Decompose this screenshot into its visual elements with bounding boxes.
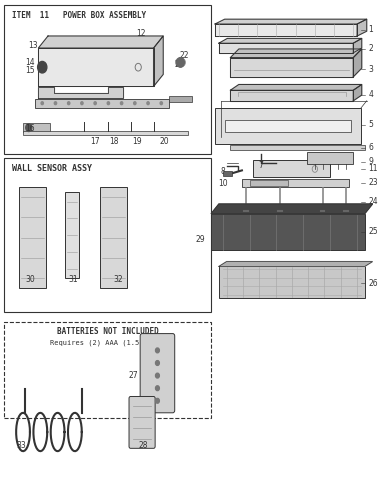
Text: 30: 30 bbox=[25, 275, 35, 284]
Text: 8: 8 bbox=[220, 167, 225, 176]
Bar bbox=[307, 152, 353, 164]
Text: 12: 12 bbox=[136, 29, 146, 38]
Polygon shape bbox=[215, 19, 367, 24]
Bar bbox=[253, 160, 330, 177]
Bar bbox=[242, 179, 349, 187]
Text: 15: 15 bbox=[25, 66, 35, 75]
Text: 31: 31 bbox=[68, 275, 78, 284]
Text: 10: 10 bbox=[218, 179, 228, 188]
Text: 1: 1 bbox=[369, 25, 373, 35]
Polygon shape bbox=[357, 19, 367, 36]
FancyBboxPatch shape bbox=[140, 334, 175, 413]
Circle shape bbox=[68, 102, 70, 105]
Bar bbox=[100, 187, 127, 288]
Text: Requires (2) AAA (1.5 Volt): Requires (2) AAA (1.5 Volt) bbox=[50, 340, 165, 347]
Text: 33: 33 bbox=[16, 441, 26, 450]
Polygon shape bbox=[230, 90, 353, 101]
Circle shape bbox=[156, 398, 159, 403]
Circle shape bbox=[54, 102, 56, 105]
Bar bbox=[225, 120, 351, 132]
Bar bbox=[4, 322, 211, 418]
Text: WALL SENSOR ASSY: WALL SENSOR ASSY bbox=[12, 164, 91, 173]
Polygon shape bbox=[230, 49, 362, 58]
Text: 6: 6 bbox=[369, 144, 374, 152]
Bar bbox=[23, 131, 188, 135]
Polygon shape bbox=[215, 24, 357, 36]
Polygon shape bbox=[353, 49, 362, 77]
Text: 17: 17 bbox=[90, 137, 100, 145]
Circle shape bbox=[134, 102, 136, 105]
Bar bbox=[4, 158, 211, 312]
Circle shape bbox=[41, 102, 43, 105]
Text: 7: 7 bbox=[258, 161, 263, 170]
Ellipse shape bbox=[175, 58, 185, 67]
Text: 11: 11 bbox=[369, 165, 378, 173]
Polygon shape bbox=[353, 84, 362, 101]
Bar bbox=[250, 180, 288, 186]
Bar bbox=[230, 145, 365, 150]
Bar bbox=[219, 266, 365, 298]
Text: 9: 9 bbox=[369, 157, 374, 166]
Circle shape bbox=[156, 360, 159, 365]
Text: 23: 23 bbox=[369, 179, 378, 187]
Polygon shape bbox=[230, 84, 362, 90]
Polygon shape bbox=[154, 36, 163, 86]
Bar bbox=[211, 214, 365, 250]
Polygon shape bbox=[219, 262, 372, 266]
Text: 20: 20 bbox=[159, 137, 169, 145]
Polygon shape bbox=[219, 43, 353, 53]
Text: 5: 5 bbox=[369, 120, 374, 129]
Text: 22: 22 bbox=[180, 51, 189, 60]
Text: 32: 32 bbox=[113, 275, 123, 284]
Bar bbox=[65, 192, 79, 278]
Circle shape bbox=[26, 124, 32, 132]
Bar bbox=[19, 187, 46, 288]
Text: 28: 28 bbox=[138, 441, 148, 450]
Bar bbox=[35, 99, 169, 108]
Text: 27: 27 bbox=[129, 371, 138, 380]
Polygon shape bbox=[211, 204, 372, 214]
Circle shape bbox=[177, 58, 184, 67]
Text: 18: 18 bbox=[109, 137, 119, 145]
Bar bbox=[23, 123, 50, 132]
Circle shape bbox=[81, 102, 83, 105]
Circle shape bbox=[107, 102, 109, 105]
Circle shape bbox=[121, 102, 123, 105]
Circle shape bbox=[147, 102, 149, 105]
Text: 24: 24 bbox=[369, 197, 378, 206]
Bar bbox=[215, 108, 361, 144]
Circle shape bbox=[156, 348, 159, 353]
Polygon shape bbox=[353, 38, 362, 53]
Polygon shape bbox=[219, 38, 362, 43]
Circle shape bbox=[156, 386, 159, 391]
Text: 25: 25 bbox=[369, 228, 378, 236]
Text: 26: 26 bbox=[369, 279, 378, 288]
Bar bbox=[223, 171, 232, 176]
Bar bbox=[4, 5, 211, 154]
Text: 13: 13 bbox=[28, 41, 38, 50]
Text: BATTERIES NOT INCLUDED: BATTERIES NOT INCLUDED bbox=[57, 327, 158, 336]
Bar bbox=[169, 96, 192, 102]
Text: 21: 21 bbox=[175, 60, 184, 69]
Polygon shape bbox=[230, 58, 353, 77]
Text: 14: 14 bbox=[25, 58, 35, 67]
Text: 3: 3 bbox=[369, 65, 374, 73]
Polygon shape bbox=[38, 48, 154, 86]
Polygon shape bbox=[38, 87, 123, 98]
Text: 16: 16 bbox=[25, 124, 35, 133]
Circle shape bbox=[94, 102, 96, 105]
Circle shape bbox=[38, 61, 47, 73]
Text: 29: 29 bbox=[196, 236, 205, 244]
Text: 19: 19 bbox=[132, 137, 141, 145]
Text: 2: 2 bbox=[369, 45, 373, 53]
Text: ITEM  11   POWER BOX ASSEMBLY: ITEM 11 POWER BOX ASSEMBLY bbox=[12, 11, 146, 20]
Polygon shape bbox=[38, 36, 163, 48]
Text: 4: 4 bbox=[369, 90, 374, 99]
FancyBboxPatch shape bbox=[129, 396, 155, 448]
Circle shape bbox=[156, 373, 159, 378]
Circle shape bbox=[160, 102, 162, 105]
